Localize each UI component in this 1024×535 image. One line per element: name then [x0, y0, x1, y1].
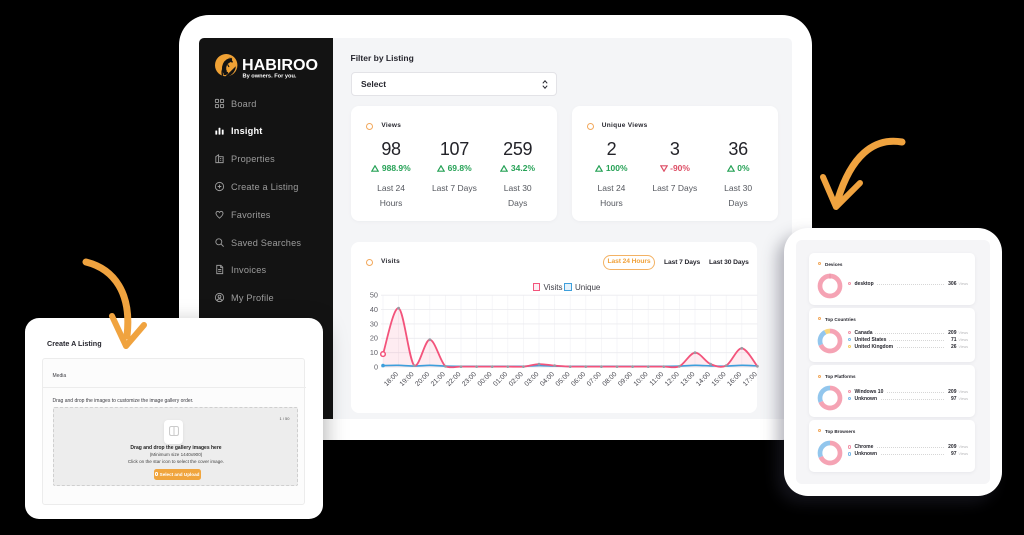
svg-text:06:00: 06:00	[570, 371, 587, 388]
svg-text:15:00: 15:00	[711, 371, 728, 388]
svg-text:07:00: 07:00	[586, 371, 603, 388]
svg-text:19:00: 19:00	[399, 371, 416, 388]
svg-text:30: 30	[370, 319, 378, 328]
svg-text:20: 20	[370, 334, 378, 343]
svg-text:10:00: 10:00	[633, 371, 650, 388]
svg-text:10: 10	[370, 348, 378, 357]
svg-text:17:00: 17:00	[742, 371, 759, 388]
svg-text:13:00: 13:00	[679, 371, 696, 388]
svg-text:HABIROO: HABIROO	[242, 57, 318, 74]
svg-text:04:00: 04:00	[539, 371, 556, 388]
svg-text:0: 0	[374, 362, 378, 371]
svg-text:11:00: 11:00	[649, 371, 666, 388]
svg-text:09:00: 09:00	[617, 371, 634, 388]
svg-text:18:00: 18:00	[383, 371, 400, 388]
svg-text:00:00: 00:00	[477, 371, 494, 388]
svg-text:14:00: 14:00	[695, 371, 712, 388]
svg-text:12:00: 12:00	[664, 371, 681, 388]
svg-text:By owners. For you.: By owners. For you.	[243, 74, 297, 80]
svg-text:02:00: 02:00	[508, 371, 525, 388]
svg-text:21:00: 21:00	[430, 371, 447, 388]
svg-text:16:00: 16:00	[726, 371, 743, 388]
svg-text:03:00: 03:00	[523, 371, 540, 388]
svg-text:50: 50	[370, 291, 378, 300]
svg-text:23:00: 23:00	[461, 371, 478, 388]
svg-text:22:00: 22:00	[445, 371, 462, 388]
svg-text:40: 40	[370, 305, 378, 314]
svg-text:01:00: 01:00	[492, 371, 509, 388]
svg-text:05:00: 05:00	[555, 371, 572, 388]
svg-text:20:00: 20:00	[414, 371, 431, 388]
svg-text:08:00: 08:00	[601, 371, 618, 388]
